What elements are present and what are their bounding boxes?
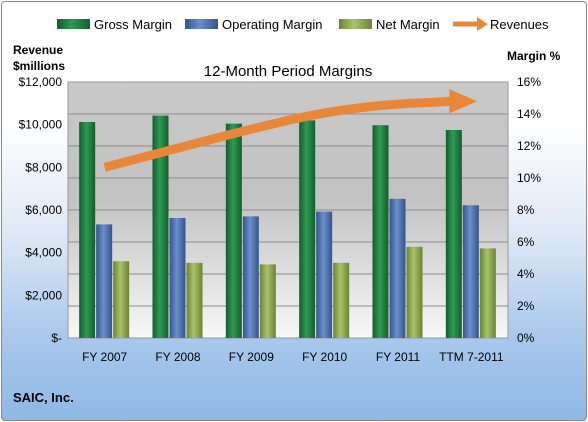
gridlines — [68, 113, 508, 307]
bar-operating-margin — [462, 205, 479, 338]
left-tick-label: $2,000 — [25, 288, 62, 302]
bar-gross-margin — [79, 122, 96, 338]
right-tick-label: 12% — [517, 139, 541, 153]
bars — [79, 115, 496, 339]
left-axis-title-line1: Revenue — [13, 43, 63, 57]
bar-gross-margin — [299, 120, 316, 339]
legend-label-revenues: Revenues — [490, 17, 549, 32]
bar-operating-margin — [389, 198, 406, 338]
legend-label-operating-margin: Operating Margin — [222, 17, 322, 32]
bar-operating-margin — [169, 218, 186, 338]
left-tick-label: $12,000 — [19, 75, 63, 89]
legend-label-gross-margin: Gross Margin — [94, 17, 172, 32]
bar-gross-margin — [445, 130, 462, 338]
chart-title: 12-Month Period Margins — [204, 63, 372, 80]
left-tick-label: $8,000 — [25, 160, 62, 174]
left-tick-label: $- — [51, 331, 62, 345]
legend-swatch-operating-margin — [185, 19, 218, 29]
legend-swatch-gross-margin — [57, 19, 90, 29]
revenues-line-path — [103, 96, 452, 172]
left-axis-title-line2: $millions — [13, 59, 65, 73]
legend-swatch-net-margin — [339, 19, 372, 29]
bar-gross-margin — [152, 115, 169, 338]
left-tick-label: $10,000 — [19, 118, 63, 132]
bar-net-margin — [333, 262, 350, 338]
revenues-line — [103, 89, 478, 172]
right-tick-label: 2% — [517, 299, 535, 313]
bar-gross-margin — [372, 125, 389, 338]
bar-net-margin — [259, 264, 276, 338]
right-axis-ticks: 0% 2% 4% 6% 8% 10% 12% 14% 16% — [517, 75, 541, 345]
bar-net-margin — [479, 248, 496, 338]
legend-arrow-revenues — [477, 17, 488, 31]
x-tick-label: FY 2010 — [302, 350, 347, 364]
x-tick-label: FY 2007 — [82, 350, 127, 364]
right-tick-label: 6% — [517, 235, 535, 249]
right-axis-title: Margin % — [507, 49, 561, 63]
right-tick-label: 16% — [517, 75, 541, 89]
left-tick-label: $4,000 — [25, 246, 62, 260]
legend: Gross Margin Operating Margin Net Margin… — [57, 17, 549, 32]
revenues-arrowhead — [449, 89, 478, 114]
legend-label-net-margin: Net Margin — [376, 17, 440, 32]
x-axis-ticks: FY 2007 FY 2008 FY 2009 FY 2010 FY 2011 TTM 7… — [82, 350, 504, 364]
bar-operating-margin — [316, 211, 333, 338]
x-tick-label: TTM 7-2011 — [439, 350, 504, 364]
bar-net-margin — [406, 246, 423, 338]
right-tick-label: 8% — [517, 203, 535, 217]
x-tick-label: FY 2008 — [155, 350, 200, 364]
left-tick-label: $6,000 — [25, 203, 62, 217]
right-tick-label: 4% — [517, 267, 535, 281]
right-tick-label: 14% — [517, 107, 541, 121]
right-tick-label: 10% — [517, 171, 541, 185]
company-label: SAIC, Inc. — [13, 390, 74, 405]
bar-net-margin — [186, 262, 203, 338]
bar-net-margin — [113, 261, 130, 338]
x-tick-label: FY 2009 — [229, 350, 274, 364]
bar-operating-margin — [96, 224, 113, 338]
bar-operating-margin — [242, 216, 259, 338]
bar-gross-margin — [225, 123, 242, 338]
right-tick-label: 0% — [517, 331, 535, 345]
left-axis-ticks: $- $2,000 $4,000 $6,000 $8,000 $10,000 $12,000 — [19, 75, 63, 345]
x-tick-label: FY 2011 — [376, 350, 421, 364]
